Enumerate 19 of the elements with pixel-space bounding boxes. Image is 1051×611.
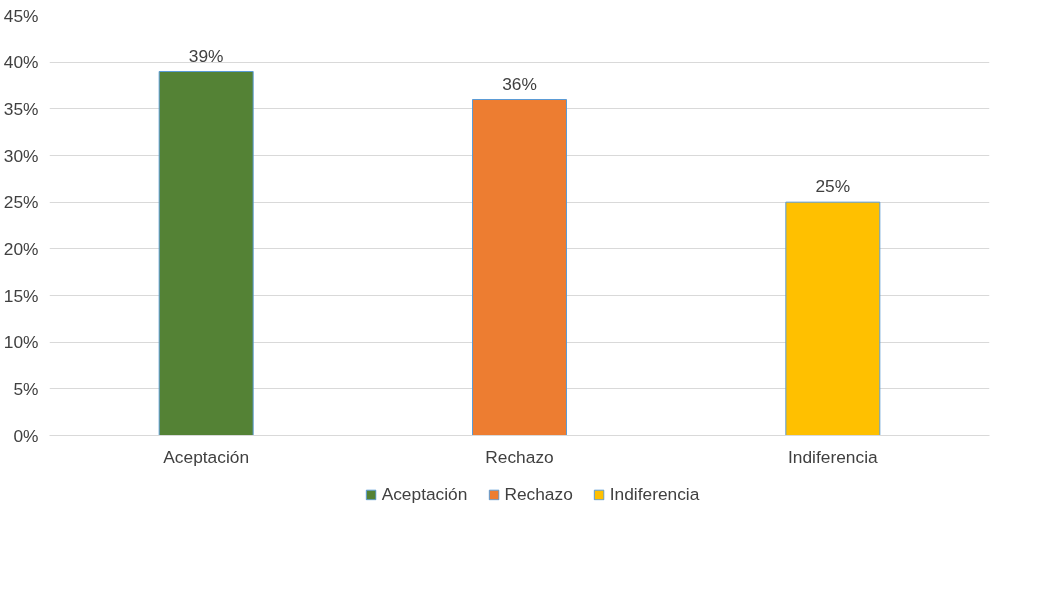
legend-label: Rechazo [504,483,573,505]
y-tick-label: 15% [3,285,39,306]
y-tick-label: 25% [3,192,39,213]
y-tick-label: 5% [13,378,39,399]
y-tick-label: 40% [3,52,39,73]
y-tick-label: 0% [13,425,39,446]
y-tick-label: 45% [3,5,39,26]
data-label: 25% [815,176,851,197]
data-label: 39% [188,45,224,66]
y-tick-label: 10% [3,332,39,353]
x-tick-label: Indiferencia [788,446,878,467]
x-tick-label: Aceptación [163,446,250,467]
data-label: 36% [502,73,537,94]
y-tick-label: 20% [3,238,39,259]
legend-label: Indiferencia [609,483,700,505]
y-tick-label: 35% [3,98,39,119]
x-tick-label: Rechazo [485,446,554,467]
y-tick-label: 30% [3,145,39,166]
legend-label: Aceptación [381,483,468,505]
